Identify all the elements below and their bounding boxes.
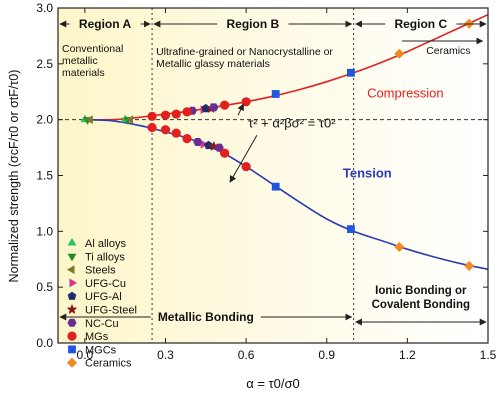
data-point-mgs: [160, 125, 171, 135]
region-annotations: Region A Region B Region C Conventionalmeta…: [59, 17, 487, 326]
data-point-mgcs: [347, 225, 355, 234]
legend-marker: [69, 278, 78, 288]
x-tick-label: 1.2: [399, 348, 416, 362]
data-point-ufg-al: [204, 140, 213, 150]
region-a-description: Conventional: [62, 43, 123, 55]
y-tick-label: 3.0: [36, 1, 53, 15]
data-point-steels: [85, 115, 93, 124]
data-point-mgs: [220, 100, 230, 110]
ionic-bonding-label: Covalent Bonding: [372, 299, 470, 311]
region-b-description: Metallic glassy materials: [156, 58, 270, 70]
legend-marker: [66, 357, 78, 368]
legend-marker: [67, 291, 77, 300]
equation-arrow: [229, 135, 258, 183]
legend-label: Ti alloys: [85, 251, 125, 263]
y-tick-label: 0.0: [36, 336, 53, 350]
legend-marker: [67, 253, 77, 262]
data-point-nc-cu: [214, 143, 224, 152]
legend-label: UFG-Al: [85, 291, 122, 303]
data-point-ceramics: [464, 260, 475, 271]
x-tick-label: 0.3: [157, 348, 174, 362]
data-point-mgs: [182, 134, 192, 144]
y-tick-label: 1.5: [36, 169, 53, 183]
legend-label: NC-Cu: [85, 318, 119, 330]
equation-arrow: [237, 103, 244, 116]
data-point-mgs: [147, 122, 157, 133]
data-point-mgs: [220, 148, 230, 158]
data-point-mgs: [171, 109, 181, 119]
x-tick-label: 1.5: [480, 348, 497, 362]
data-point-ufg-al: [201, 103, 211, 113]
legend-label: Steels: [85, 265, 116, 277]
data-point-mgs: [160, 110, 171, 120]
data-point-steels: [125, 115, 134, 124]
region-label: Region B: [227, 17, 280, 31]
x-tick-label: 0.9: [318, 348, 335, 362]
data-point-ceramics: [394, 48, 405, 59]
y-tick-label: 1.0: [36, 224, 53, 238]
legend-marker: [68, 345, 76, 354]
legend-marker: [67, 318, 77, 327]
axis-ticks: 0.0 0.3 0.6 0.9 1.2 1.5 0.0 0.5 1.0 1.5 2.0 2.5 3.0: [36, 1, 496, 362]
y-axis-title: Normalized strength (σcF/τ0 or σtF/τ0): [7, 70, 21, 283]
data-point-mgs: [171, 128, 181, 138]
region-a-description: materials: [62, 67, 105, 79]
plot-background: [58, 8, 488, 343]
legend-label: UFG-Cu: [85, 278, 126, 290]
data-point-mgs: [241, 161, 251, 172]
data-points: [80, 18, 475, 271]
region-b-description: Ultrafine-grained or Nanocrystalline or: [156, 46, 333, 58]
legend-label: UFG-Steel: [85, 305, 137, 317]
legend-marker: [66, 265, 75, 274]
legend-marker: [66, 304, 78, 314]
x-tick-label: 0.6: [238, 348, 255, 362]
data-point-ceramics: [394, 241, 405, 252]
data-point-mgs: [147, 111, 157, 121]
data-point-mgcs: [271, 90, 280, 98]
region-label: Region A: [79, 17, 132, 31]
x-axis-title: α = τ0/σ0: [246, 376, 300, 391]
data-point-mgcs: [271, 182, 280, 191]
legend-label: MGs: [85, 331, 109, 343]
data-point-mgcs: [347, 68, 355, 77]
y-tick-label: 2.0: [36, 113, 53, 127]
ionic-bonding-label: Ionic Bonding or: [375, 285, 467, 297]
x-tick-label: 0.0: [77, 348, 94, 362]
data-point-nc-cu: [209, 103, 219, 112]
legend-label: MGCs: [85, 344, 117, 356]
region-label: Region C: [394, 17, 447, 31]
data-point-nc-cu: [193, 138, 203, 146]
compression-label: Compression: [367, 85, 444, 100]
region-c-description: Ceramics: [426, 45, 470, 57]
y-tick-label: 2.5: [36, 57, 53, 71]
tension-label: Tension: [343, 166, 392, 181]
legend-label: Ceramics: [85, 358, 132, 370]
metallic-bonding-label: Metallic Bonding: [158, 310, 254, 324]
data-point-mgs: [182, 107, 192, 117]
legend-label: Al alloys: [85, 238, 126, 250]
model-equation: τ² + α²βσ² = τ0²: [248, 115, 336, 130]
y-tick-label: 0.5: [36, 280, 53, 294]
region-a-description: metallic: [62, 55, 98, 67]
legend-marker: [67, 331, 77, 341]
legend-marker: [67, 237, 77, 246]
